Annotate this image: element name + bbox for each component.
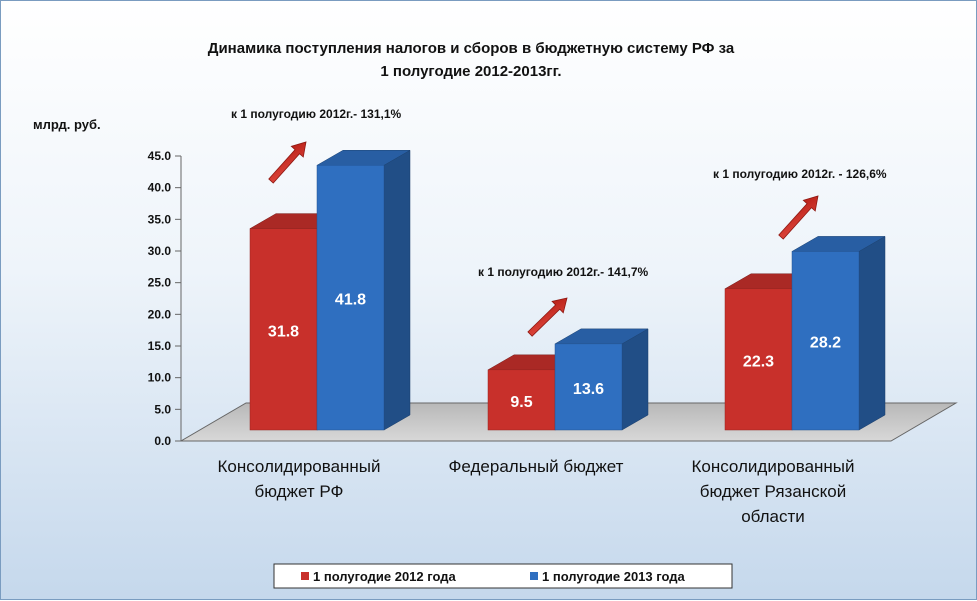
category-label-3: Консолидированный бюджет Рязанской облас…: [691, 457, 854, 526]
data-label: 9.5: [510, 394, 532, 411]
bar-2013-cat2: [554, 328, 649, 431]
annotation-3: к 1 полугодию 2012г. - 126,6%: [713, 167, 887, 181]
bar-2013-cat3: [791, 235, 886, 431]
data-label: 28.2: [810, 335, 841, 352]
y-tick-label: 5.0: [154, 402, 171, 416]
legend-swatch-2013: [530, 572, 538, 580]
y-tick-label: 0.0: [154, 434, 171, 448]
y-tick-label: 30.0: [148, 244, 172, 258]
svg-text:бюджет РФ: бюджет РФ: [255, 482, 344, 501]
data-label: 31.8: [268, 323, 299, 340]
y-tick-label: 45.0: [148, 149, 172, 163]
annotation-2: к 1 полугодию 2012г.- 141,7%: [478, 265, 649, 279]
y-tick-label: 40.0: [148, 181, 172, 195]
y-tick-label: 15.0: [148, 339, 172, 353]
data-label: 13.6: [573, 381, 604, 398]
legend-label-2013: 1 полугодие 2013 года: [542, 569, 686, 584]
legend: 1 полугодие 2012 года 1 полугодие 2013 г…: [273, 563, 733, 589]
svg-text:области: области: [741, 507, 805, 526]
chart-title-line1: Динамика поступления налогов и сборов в …: [208, 40, 735, 57]
category-label-1: Консолидированный бюджет РФ: [217, 457, 380, 501]
legend-label-2012: 1 полугодие 2012 года: [313, 569, 457, 584]
y-tick-label: 20.0: [148, 307, 172, 321]
svg-text:Консолидированный: Консолидированный: [217, 457, 380, 476]
svg-text:Консолидированный: Консолидированный: [691, 457, 854, 476]
y-tick-label: 25.0: [148, 276, 172, 290]
legend-swatch-2012: [301, 572, 309, 580]
svg-text:Федеральный бюджет: Федеральный бюджет: [449, 457, 624, 476]
annotation-1: к 1 полугодию 2012г.- 131,1%: [231, 107, 402, 121]
y-tick-label: 10.0: [148, 371, 172, 385]
data-label: 41.8: [335, 292, 366, 309]
trend-up-arrow-icon: [527, 297, 568, 337]
trend-up-arrow-icon: [268, 141, 307, 184]
svg-text:бюджет Рязанской: бюджет Рязанской: [700, 482, 847, 501]
category-label-2: Федеральный бюджет: [449, 457, 624, 476]
data-label: 22.3: [743, 353, 774, 370]
y-tick-label: 35.0: [148, 212, 172, 226]
y-axis-label: млрд. руб.: [33, 117, 101, 132]
bar-2013-cat1: [316, 149, 411, 431]
chart-title-line2: 1 полугодие 2012-2013гг.: [380, 63, 561, 80]
trend-up-arrow-icon: [778, 195, 819, 240]
